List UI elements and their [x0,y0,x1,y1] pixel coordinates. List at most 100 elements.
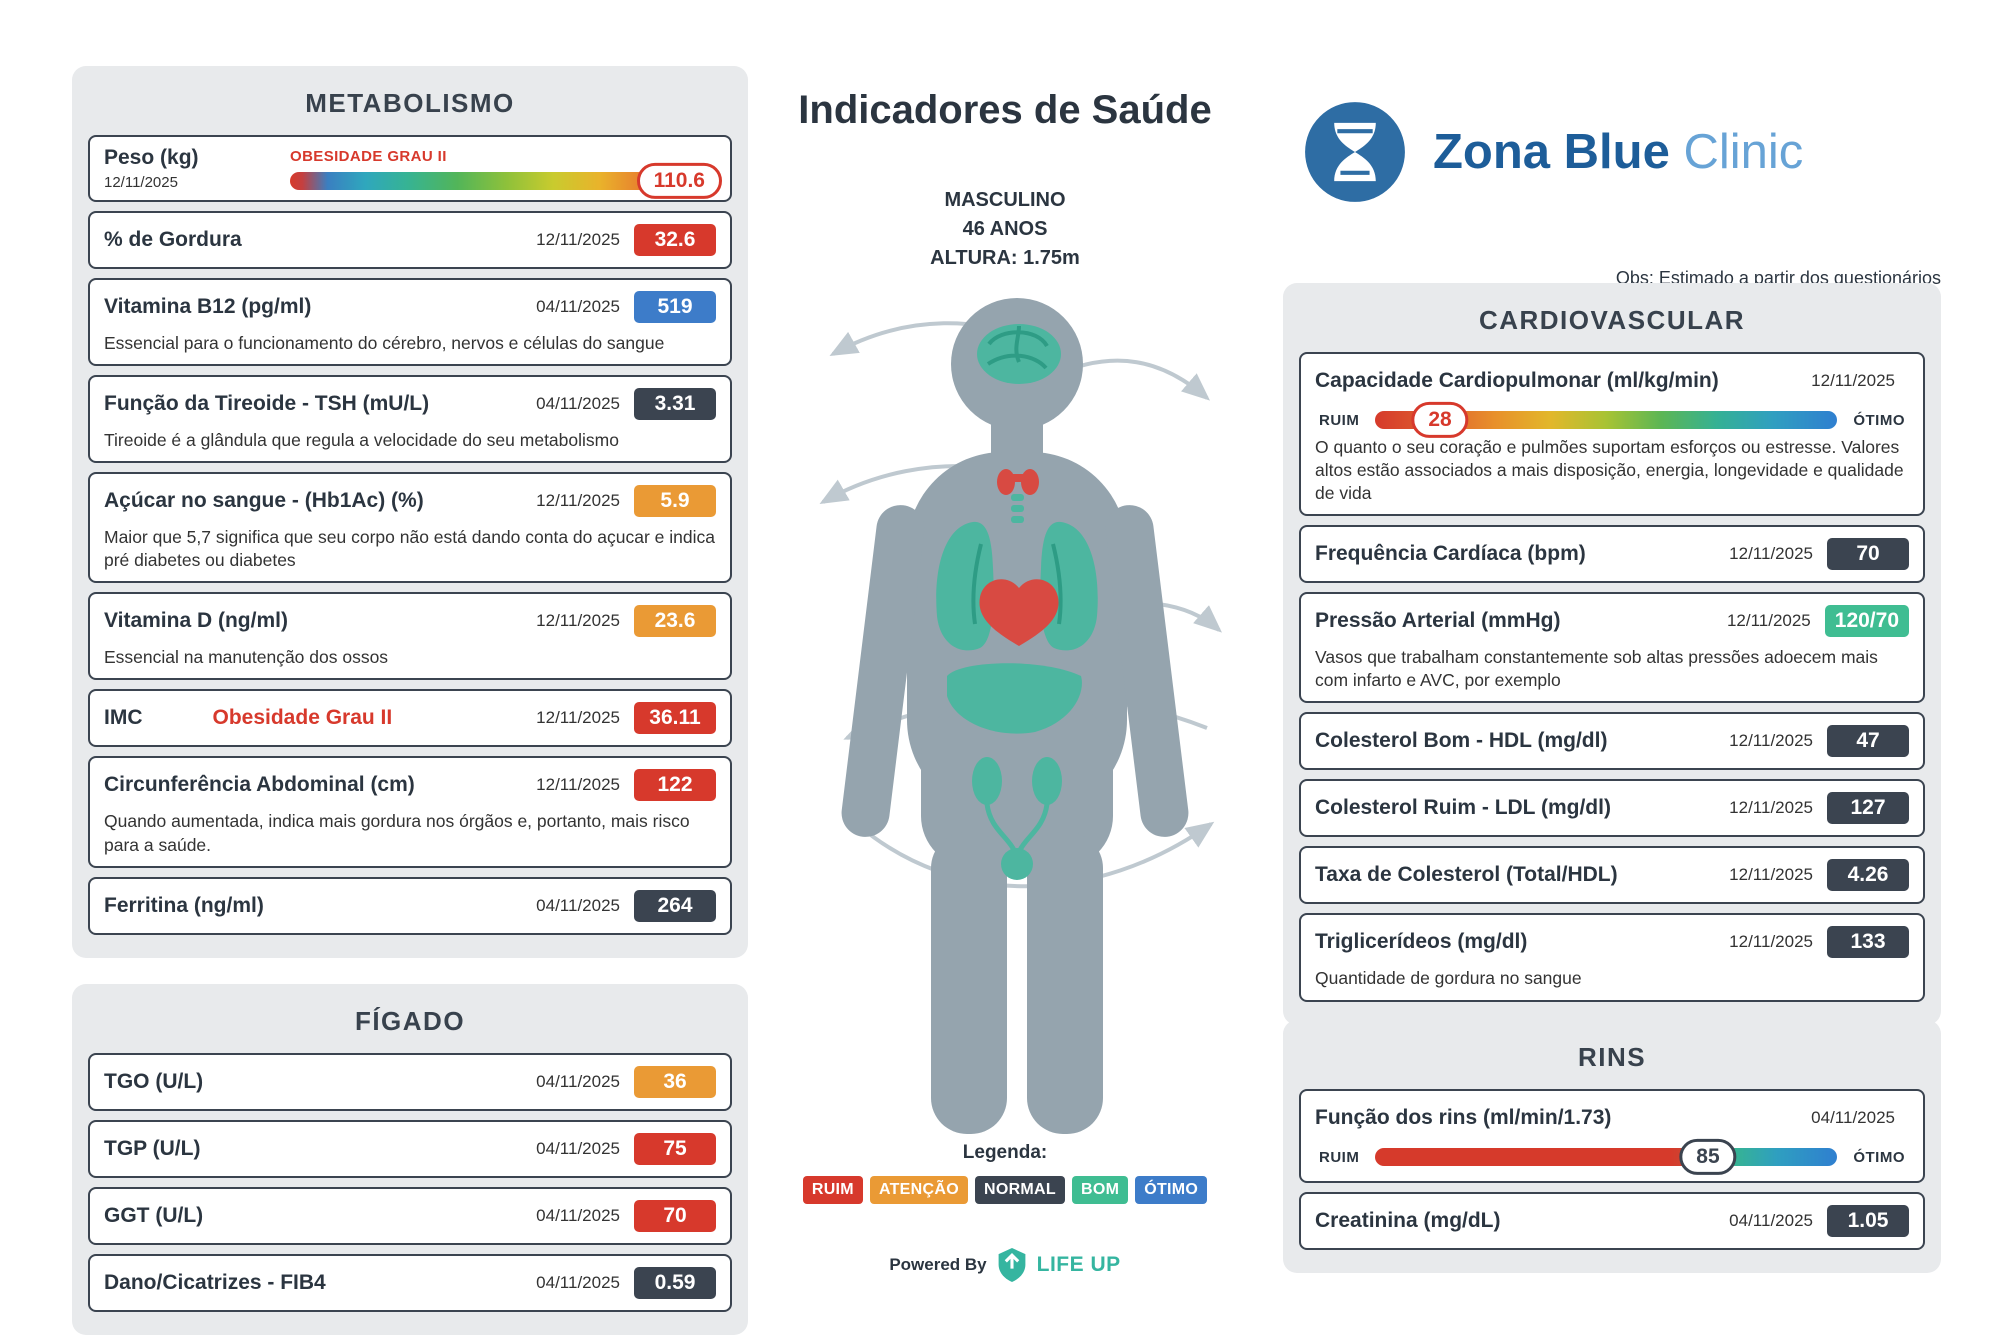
metric-value-badge: 23.6 [634,605,716,638]
metric-card-frequencia: Frequência Cardíaca (bpm) 12/11/2025 70 [1299,525,1925,584]
metric-date: 12/11/2025 [1729,731,1813,751]
metric-date: 12/11/2025 [104,174,178,191]
metric-card-b12: Vitamina B12 (pg/ml) 04/11/2025 519 Esse… [88,278,732,367]
metric-date: 04/11/2025 [536,895,620,915]
kidneys-icon [972,757,1062,880]
metric-card-hb1ac: Açúcar no sangue - (Hb1Ac) (%) 12/11/202… [88,472,732,584]
metric-date: 12/11/2025 [536,611,620,631]
metric-label: Colesterol Bom - HDL (mg/dl) [1315,729,1608,753]
gauge-value-pill: 28 [1411,401,1469,439]
zona-blue-logo-icon [1305,102,1405,202]
metric-date: 04/11/2025 [536,297,620,316]
metric-value-badge: 133 [1827,926,1909,959]
metric-label: Açúcar no sangue - (Hb1Ac) (%) [104,489,424,513]
legend-title: Legenda: [962,1142,1048,1163]
metric-label: GGT (U/L) [104,1204,204,1227]
metric-value-badge: 120/70 [1824,605,1909,638]
metric-description: Maior que 5,7 significa que seu corpo nã… [104,527,715,571]
panel-metabolismo: METABOLISMO Peso (kg) 12/11/2025 OBESIDA… [72,66,748,958]
metric-label: Frequência Cardíaca (bpm) [1315,542,1586,566]
metric-card-pressao: Pressão Arterial (mmHg) 12/11/2025 120/7… [1299,592,1925,704]
brand-header: Zona Blue Clinic [1303,100,1803,204]
powered-by-brand: LIFE UP [1036,1253,1121,1276]
metric-value-badge: 3.31 [634,388,716,421]
legend-item-otimo: ÓTIMO [1135,1176,1208,1204]
brand-name-light: Clinic [1683,125,1804,179]
panel-rins-title: RINS [1577,1042,1647,1072]
metric-label: TGP (U/L) [104,1137,201,1160]
kidney-gauge-bar: 85 [1375,1138,1838,1176]
panel-figado-title: FÍGADO [354,1006,466,1036]
metric-card-ldl: Colesterol Ruim - LDL (mg/dl) 12/11/2025… [1299,779,1925,838]
metric-date: 12/11/2025 [1729,798,1813,818]
legend: Legenda: RUIM ATENÇÃO NORMAL BOM ÓTIMO [760,1142,1250,1204]
metric-value-badge: 75 [634,1133,716,1165]
metric-label: Vitamina D (ng/ml) [104,609,288,633]
metric-label: Dano/Cicatrizes - FIB4 [104,1271,326,1294]
panel-cardiovascular-title: CARDIOVASCULAR [1478,305,1746,335]
metric-card-peso: Peso (kg) 12/11/2025 OBESIDADE GRAU II 1… [88,135,732,202]
metric-value-badge: 47 [1827,725,1909,758]
metric-date: 12/11/2025 [1729,932,1813,952]
gauge-max-label: ÓTIMO [1853,1148,1905,1166]
patient-height: ALTURA: 1.75m [930,247,1080,269]
powered-by-prefix: Powered By [889,1255,987,1274]
metric-value-badge: 519 [634,291,716,323]
metric-date: 12/11/2025 [1729,865,1813,885]
brand-name: Zona Blue Clinic [1433,124,1803,180]
metric-card-imc: IMC Obesidade Grau II 12/11/2025 36.11 [88,689,732,748]
cardio-gauge-bar: 28 [1375,401,1838,439]
metric-card-ggt: GGT (U/L) 04/11/2025 70 [88,1187,732,1245]
lifeup-logo-icon [998,1248,1026,1282]
body-figure-illustration [819,298,1223,1134]
metric-description: Essencial para o funcionamento do cérebr… [104,333,665,353]
panel-cardiovascular: CARDIOVASCULAR Capacidade Cardiopulmonar… [1283,283,1941,1025]
metric-date: 12/11/2025 [1811,371,1895,390]
metric-card-tsh: Função da Tireoide - TSH (mU/L) 04/11/20… [88,375,732,464]
brain-icon [977,324,1061,384]
legend-item-ruim: RUIM [802,1176,863,1204]
metric-label: Função dos rins (ml/min/1.73) [1315,1106,1612,1129]
panel-metabolismo-title: METABOLISMO [305,88,515,118]
metric-date: 04/11/2025 [536,1206,620,1225]
metric-label: Triglicerídeos (mg/dl) [1315,930,1528,954]
metric-value-badge: 264 [634,889,716,922]
gauge-min-label: RUIM [1319,1148,1360,1166]
thyroid-icon [997,469,1039,495]
metric-value-badge: 4.26 [1827,859,1909,892]
metric-label: IMC [104,706,143,730]
metric-value-badge: 5.9 [634,485,716,518]
metric-label: Capacidade Cardiopulmonar (ml/kg/min) [1315,369,1719,392]
metric-card-fib4: Dano/Cicatrizes - FIB4 04/11/2025 0.59 [88,1254,732,1312]
metric-date: 04/11/2025 [536,1273,620,1292]
heart-icon [979,579,1059,646]
metric-card-tgp: TGP (U/L) 04/11/2025 75 [88,1120,732,1178]
metric-card-ferritina: Ferritina (ng/ml) 04/11/2025 264 [88,876,732,935]
gauge-min-label: RUIM [1319,411,1360,429]
panel-rins: RINS Função dos rins (ml/min/1.73) 04/11… [1283,1020,1941,1273]
metric-card-hdl: Colesterol Bom - HDL (mg/dl) 12/11/2025 … [1299,712,1925,771]
metric-label: Taxa de Colesterol (Total/HDL) [1315,863,1618,887]
metric-value-badge: 36 [634,1066,716,1098]
metric-label: Colesterol Ruim - LDL (mg/dl) [1315,796,1611,820]
powered-by: Powered By LIFE UP [760,1248,1250,1282]
metric-date: 04/11/2025 [1811,1108,1895,1127]
metric-date: 12/11/2025 [1726,611,1811,631]
metric-description: Tireoide é a glândula que regula a veloc… [104,430,619,451]
metric-date: 12/11/2025 [536,230,620,249]
metric-label: Pressão Arterial (mmHg) [1315,609,1561,633]
metric-card-circunferencia: Circunferência Abdominal (cm) 12/11/2025… [88,756,732,868]
metric-value-badge: 36.11 [634,702,716,735]
metric-value-badge: 122 [634,769,716,802]
metric-card-funcao-rins: Função dos rins (ml/min/1.73) 04/11/2025… [1299,1089,1925,1183]
metric-description: Vasos que trabalham constantemente sob a… [1315,647,1878,691]
metric-date: 04/11/2025 [1729,1211,1813,1230]
metric-date: 12/11/2025 [536,708,620,728]
legend-item-bom: BOM [1071,1176,1129,1204]
metric-label: Creatinina (mg/dL) [1315,1209,1501,1232]
metric-value-badge: 127 [1827,792,1909,825]
metric-value-badge: 1.05 [1827,1205,1909,1237]
metric-date: 12/11/2025 [536,491,620,511]
metric-label: Função da Tireoide - TSH (mU/L) [104,392,430,416]
metric-description: Quantidade de gordura no sangue [1315,968,1582,989]
